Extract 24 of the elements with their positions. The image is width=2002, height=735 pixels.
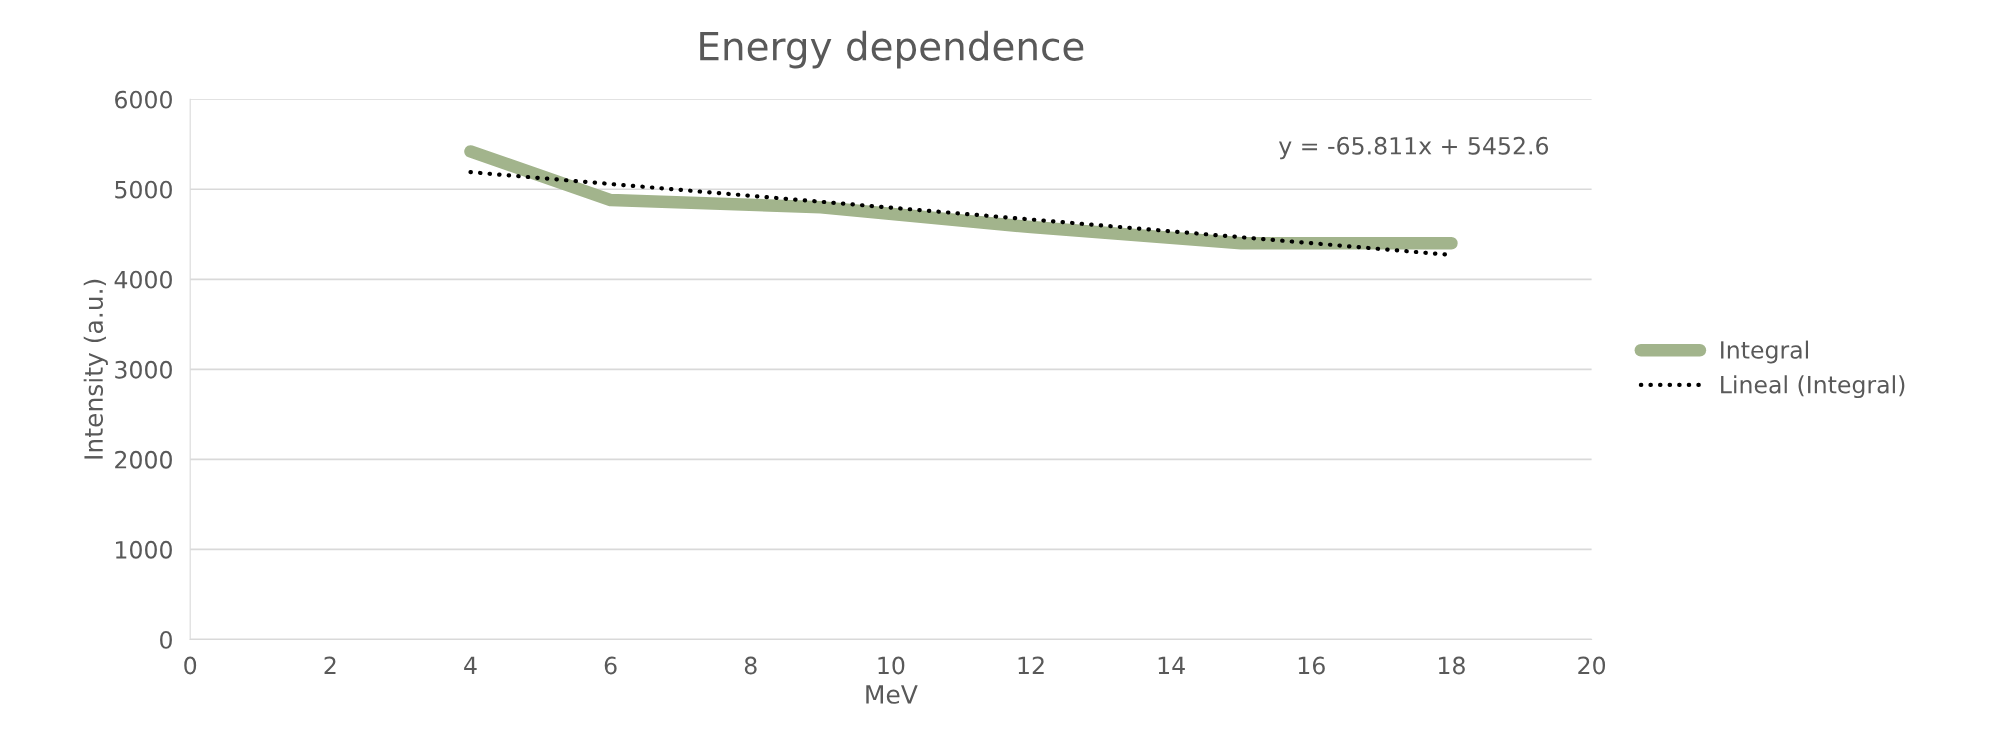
y-axis-title: Intensity (a.u.) bbox=[83, 279, 108, 459]
y-tick-label: 6000 bbox=[115, 90, 172, 109]
x-tick-label: 6 bbox=[604, 656, 617, 675]
x-tick-label: 12 bbox=[1018, 656, 1044, 675]
y-tick-label: 4000 bbox=[114, 270, 172, 289]
x-tick-label: 2 bbox=[324, 656, 336, 675]
x-tick-label: 18 bbox=[1439, 656, 1465, 675]
x-axis-title: MeV bbox=[866, 685, 918, 704]
y-tick-label: 2000 bbox=[115, 450, 172, 469]
legend-label: Integral bbox=[1721, 340, 1809, 364]
x-tick-label: 8 bbox=[744, 656, 757, 675]
x-tick-label: 4 bbox=[464, 656, 477, 675]
y-tick-label: 1000 bbox=[116, 540, 172, 559]
x-tick-label: 16 bbox=[1298, 656, 1325, 675]
y-tick-label: 0 bbox=[160, 630, 172, 649]
y-tick-label: 5000 bbox=[115, 180, 172, 199]
x-tick-label: 14 bbox=[1158, 656, 1185, 675]
y-tick-label: 3000 bbox=[115, 360, 172, 379]
x-tick-label: 20 bbox=[1578, 656, 1606, 675]
x-tick-label: 0 bbox=[184, 656, 197, 675]
legend-label: Lineal (Integral) bbox=[1721, 375, 1905, 399]
annotation: y = -65.811x + 5452.6 bbox=[1278, 136, 1549, 160]
x-tick-label: 10 bbox=[878, 656, 905, 675]
chart-title: Energy dependence bbox=[700, 30, 1084, 69]
